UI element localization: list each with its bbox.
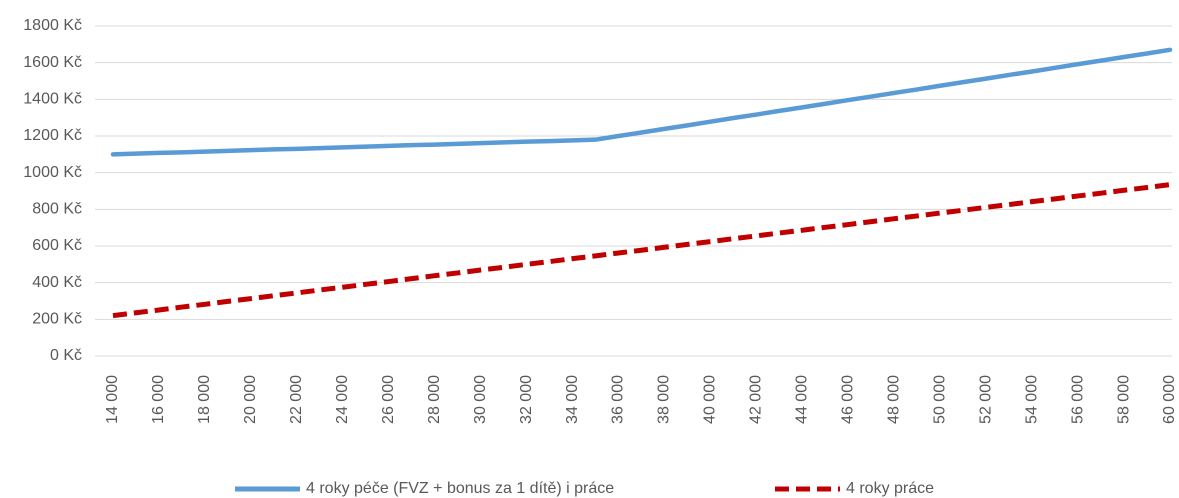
- x-tick-label: 56 000: [1069, 375, 1086, 424]
- x-tick-label: 46 000: [840, 375, 857, 424]
- x-tick-label: 30 000: [472, 375, 489, 424]
- x-tick-label: 38 000: [656, 375, 673, 424]
- x-tick-label: 36 000: [610, 375, 627, 424]
- x-tick-label: 44 000: [794, 375, 811, 424]
- series-line: [110, 47, 1173, 157]
- x-tick-label: 22 000: [288, 375, 305, 424]
- y-tick-label: 600 Kč: [32, 237, 82, 254]
- x-tick-label: 52 000: [977, 375, 994, 424]
- x-tick-label: 32 000: [518, 375, 535, 424]
- x-tick-label: 14 000: [104, 375, 121, 424]
- x-tick-label: 18 000: [196, 375, 213, 424]
- legend-label: 4 roky péče (FVZ + bonus za 1 dítě) i pr…: [306, 480, 614, 497]
- x-tick-label: 16 000: [150, 375, 167, 424]
- x-tick-label: 34 000: [564, 375, 581, 424]
- x-tick-label: 28 000: [426, 375, 443, 424]
- y-tick-label: 1800 Kč: [23, 17, 82, 34]
- y-tick-label: 1600 Kč: [23, 54, 82, 71]
- x-tick-label: 20 000: [242, 375, 259, 424]
- x-tick-label: 54 000: [1023, 375, 1040, 424]
- x-tick-label: 26 000: [380, 375, 397, 424]
- y-tick-label: 0 Kč: [50, 347, 82, 364]
- x-tick-label: 58 000: [1115, 375, 1132, 424]
- y-tick-label: 200 Kč: [32, 311, 82, 328]
- series-line: [112, 182, 1171, 319]
- y-tick-label: 800 Kč: [32, 201, 82, 218]
- x-tick-label: 50 000: [931, 375, 948, 424]
- legend-label: 4 roky práce: [846, 480, 934, 497]
- x-tick-label: 48 000: [885, 375, 902, 424]
- y-tick-label: 400 Kč: [32, 274, 82, 291]
- x-tick-label: 60 000: [1161, 375, 1178, 424]
- x-tick-label: 42 000: [748, 375, 765, 424]
- x-tick-label: 40 000: [702, 375, 719, 424]
- x-tick-label: 24 000: [334, 375, 351, 424]
- y-tick-label: 1200 Kč: [23, 127, 82, 144]
- y-tick-label: 1000 Kč: [23, 164, 82, 181]
- y-tick-label: 1400 Kč: [23, 91, 82, 108]
